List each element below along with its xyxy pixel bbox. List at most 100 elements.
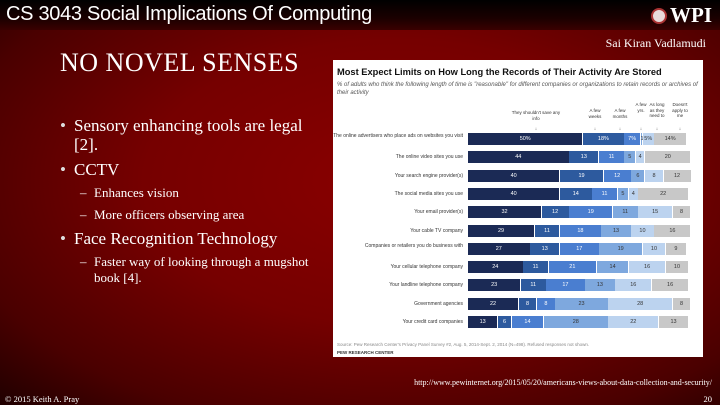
legend-arrow-icon: ↓ <box>655 126 659 131</box>
bar-segment: 20 <box>645 151 691 164</box>
bar-segment: 8 <box>672 297 691 310</box>
bar-segment: 19 <box>599 242 643 255</box>
wpi-logo: WPI <box>651 3 712 28</box>
legend-label: A few months <box>612 108 628 119</box>
bar-segment: 17 <box>546 279 585 292</box>
bar-segment: 5 <box>624 151 636 164</box>
bar-segment: 23 <box>555 297 608 310</box>
bar-segment: 40 <box>468 169 560 182</box>
bar-segment: 11 <box>520 279 546 292</box>
bar-segment: 10 <box>665 261 689 274</box>
bar-segment: 13 <box>468 316 498 328</box>
bullet-list: Sensory enhancing tools are legal [2]. CC… <box>60 110 328 286</box>
bar-segment: 12 <box>663 169 691 182</box>
bar-segment: 22 <box>468 297 518 310</box>
bar-segment: 32 <box>468 206 541 219</box>
bar-segment: 6 <box>497 316 512 328</box>
legend-arrow-icon: ↓ <box>618 126 622 131</box>
bar-segment: 29 <box>468 224 535 237</box>
chart-title: Most Expect Limits on How Long the Recor… <box>337 67 662 77</box>
bar-segment: 22 <box>608 316 659 328</box>
bar-segment: 4 <box>629 187 638 200</box>
bar-segment: 16 <box>652 279 689 292</box>
chart-source: Source: Pew Research Center's Privacy Pa… <box>337 342 590 347</box>
bar-segment: 6 <box>631 169 645 182</box>
sub-bullet: Faster way of looking through a mugshot … <box>60 254 328 286</box>
bar-segment: 16 <box>654 224 691 237</box>
row-label: Your search engine provider(s) <box>394 172 463 179</box>
bar-segment: 15 <box>638 206 673 219</box>
bar-segment: 10 <box>642 242 666 255</box>
course-title: CS 3043 Social Implications Of Computing <box>6 3 372 25</box>
bar-segment: 19 <box>569 206 613 219</box>
pew-chart: Most Expect Limits on How Long the Recor… <box>333 60 703 357</box>
title-bar: CS 3043 Social Implications Of Computing… <box>0 0 720 30</box>
bar-segment: 11 <box>534 224 560 237</box>
bar-segment: 11 <box>523 261 548 274</box>
bar-segment: 14% <box>654 133 686 145</box>
bar-segment: 40 <box>468 187 560 200</box>
row-label: Your cellular telephone company <box>390 264 463 271</box>
bar-segment: 8 <box>518 297 537 310</box>
row-label: Your email provider(s) <box>414 209 463 216</box>
bar-segment: 19 <box>560 169 604 182</box>
bar-segment: 16 <box>615 279 652 292</box>
bar-segment: 7% <box>624 133 640 145</box>
row-label: Your credit card companies <box>402 319 463 325</box>
bar-segment: 18% <box>583 133 624 145</box>
legend-arrow-icon: ↓ <box>534 126 538 131</box>
bar-segment: 5 <box>617 187 629 200</box>
source-link[interactable]: http://www.pewinternet.org/2015/05/20/am… <box>414 378 712 387</box>
bar-segment: 9 <box>665 242 686 255</box>
bar-segment: 44 <box>468 151 569 164</box>
chart-subtitle: % of adults who think the following leng… <box>337 82 698 96</box>
bar-segment: 14 <box>560 187 592 200</box>
row-label: Companies or retailers you do business w… <box>364 242 463 249</box>
row-label: The online advertisers who place ads on … <box>333 133 463 139</box>
bar-segment: 4 <box>635 151 645 164</box>
chart-brand: PEW RESEARCH CENTER <box>337 350 394 355</box>
bar-segment: 12 <box>541 206 569 219</box>
bullet: Face Recognition Technology <box>60 229 328 248</box>
sub-bullet: More officers observing area <box>60 207 328 223</box>
bar-segment: 14 <box>596 261 629 274</box>
legend-label: A few weeks <box>588 108 602 119</box>
bar-segment: 11 <box>592 187 617 200</box>
bar-segment: 1 <box>640 133 644 145</box>
legend-label: They shouldn't save any info <box>511 110 561 121</box>
bar-segment: 21 <box>548 261 597 274</box>
bar-segment: 27 <box>468 242 530 255</box>
bar-segment: 28 <box>608 297 673 310</box>
sub-bullet: Enhances vision <box>60 185 328 201</box>
bar-segment: 8 <box>645 169 663 182</box>
bar-segment: 18 <box>560 224 601 237</box>
row-label: The social media sites you use <box>394 190 463 197</box>
author: Sai Kiran Vadlamudi <box>605 36 706 50</box>
copyright: © 2015 Keith A. Pray <box>5 394 80 404</box>
bar-segment: 28 <box>543 316 608 328</box>
slide-title: NO NOVEL SENSES <box>60 48 300 77</box>
row-label: The online video sites you use <box>395 154 463 161</box>
bar-segment: 16 <box>629 261 666 274</box>
legend-arrow-icon: ↓ <box>678 126 682 131</box>
row-label: Your landline telephone company <box>389 282 463 289</box>
legend-label: A few yrs. <box>635 102 647 113</box>
bar-segment: 14 <box>511 316 544 328</box>
bar-segment: 50% <box>468 133 583 145</box>
page-number: 20 <box>703 394 713 404</box>
bar-segment: 11 <box>599 151 624 164</box>
legend-label: As long as they need to <box>649 102 665 118</box>
bar-segment: 13 <box>601 224 631 237</box>
legend-arrow-icon: ↓ <box>639 126 643 131</box>
bullet: Sensory enhancing tools are legal [2]. <box>60 116 328 154</box>
bullet: CCTV <box>60 160 328 179</box>
bar-segment: 24 <box>468 261 523 274</box>
bar-segment: 5% <box>642 133 654 145</box>
bar-segment: 17 <box>560 242 599 255</box>
bar-segment: 13 <box>530 242 560 255</box>
wpi-seal-icon <box>651 7 667 24</box>
logo-text: WPI <box>670 3 712 27</box>
legend-label: Doesn't apply to me <box>672 102 688 118</box>
bar-segment: 8 <box>672 206 691 219</box>
